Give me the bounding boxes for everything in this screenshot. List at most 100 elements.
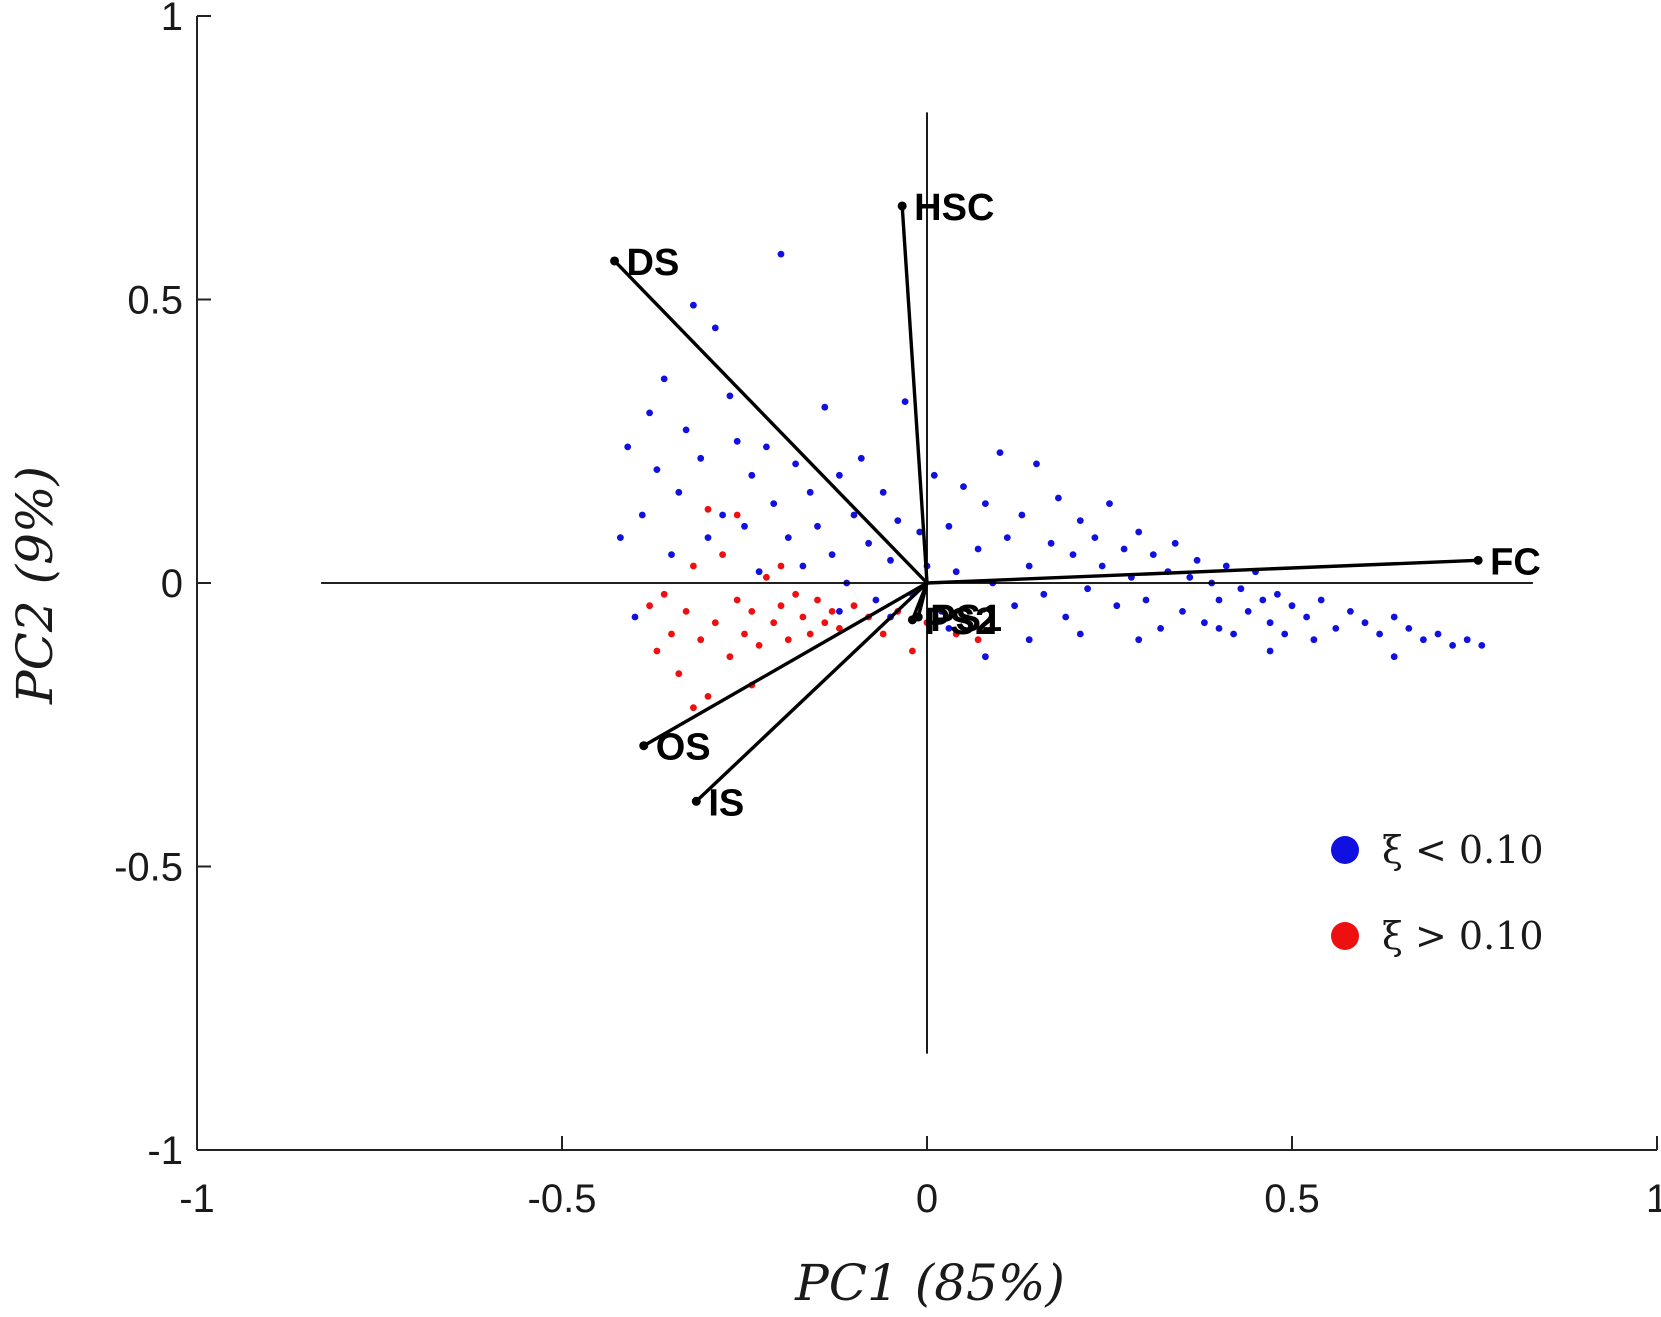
- scatter-point: [1222, 562, 1230, 570]
- scatter-point: [1055, 494, 1062, 502]
- x-tick-label: 0.5: [1264, 1177, 1320, 1221]
- scatter-point: [792, 460, 799, 468]
- loading-endpoint: [897, 201, 907, 211]
- x-tick-label: 0: [916, 1177, 938, 1221]
- scatter-point: [1361, 619, 1369, 627]
- scatter-point: [1376, 630, 1383, 638]
- scatter-point: [1025, 562, 1033, 570]
- scatter-point: [1310, 636, 1318, 644]
- scatter-point: [1186, 573, 1194, 581]
- scatter-point: [748, 608, 756, 615]
- scatter-points-layer: [617, 250, 1486, 712]
- scatter-point: [814, 596, 821, 604]
- scatter-point: [945, 522, 953, 530]
- loading-endpoint: [907, 615, 917, 625]
- scatter-point: [930, 471, 938, 479]
- scatter-point: [1215, 625, 1223, 632]
- scatter-point: [1062, 613, 1070, 621]
- scatter-point: [755, 642, 763, 649]
- x-tick-label: 1: [1646, 1177, 1661, 1221]
- x-tick-label: -0.5: [528, 1177, 597, 1221]
- loading-line: [910, 582, 929, 621]
- scatter-point: [1047, 539, 1055, 547]
- scatter-point: [1084, 585, 1091, 593]
- y-tick-label: 1: [161, 0, 183, 39]
- loading-label: IS: [708, 782, 744, 824]
- y-tick-label: -1: [147, 1129, 183, 1173]
- scatter-point: [1303, 613, 1310, 621]
- scatter-point: [704, 505, 712, 513]
- scatter-point: [1098, 562, 1106, 570]
- scatter-point: [660, 590, 668, 598]
- x-axis-title: PC1 (85%): [794, 1254, 1065, 1312]
- scatter-point: [828, 551, 836, 558]
- scatter-point: [719, 511, 726, 519]
- scatter-point: [784, 534, 792, 541]
- scatter-point: [909, 647, 916, 655]
- scatter-point: [1434, 630, 1442, 638]
- loading-endpoint: [639, 741, 649, 751]
- scatter-point: [1317, 596, 1325, 604]
- scatter-point: [1149, 551, 1157, 558]
- scatter-point: [1259, 596, 1267, 604]
- y-tick-label: 0.5: [127, 279, 183, 323]
- scatter-point: [1266, 619, 1274, 627]
- scatter-point: [690, 704, 697, 712]
- scatter-point: [1091, 534, 1099, 541]
- scatter-point: [1018, 511, 1026, 519]
- scatter-point: [1215, 596, 1223, 604]
- scatter-point: [1076, 630, 1084, 638]
- scatter-point: [887, 556, 894, 564]
- loading-label: FC: [1490, 541, 1541, 583]
- scatter-point: [653, 466, 661, 473]
- scatter-point: [1076, 517, 1084, 524]
- scatter-point: [763, 573, 770, 581]
- scatter-point: [982, 653, 989, 661]
- loading-label: PS2: [924, 601, 996, 643]
- scatter-point: [631, 613, 639, 621]
- scatter-point: [938, 608, 945, 615]
- scatter-point: [974, 545, 982, 553]
- scatter-point: [777, 562, 785, 570]
- y-tick-label: -0.5: [114, 846, 183, 890]
- scatter-point: [850, 511, 858, 519]
- loading-vector-fc: FC: [926, 541, 1541, 585]
- legend-label: ξ > 0.10: [1382, 914, 1544, 958]
- scatter-point: [624, 443, 632, 451]
- loading-vector-is: IS: [691, 581, 929, 824]
- scatter-point: [1033, 460, 1040, 468]
- scatter-point: [1106, 500, 1113, 507]
- loading-vector-ps2: PS2: [907, 582, 996, 643]
- scatter-point: [836, 625, 843, 632]
- scatter-point: [836, 471, 843, 479]
- scatter-point: [675, 670, 683, 678]
- loading-label: PS1: [930, 598, 1002, 640]
- scatter-point: [726, 392, 734, 400]
- scatter-point: [1332, 625, 1340, 632]
- scatter-point: [952, 630, 960, 638]
- scatter-point: [617, 534, 624, 541]
- loading-line: [926, 558, 1479, 585]
- legend-marker: [1331, 922, 1359, 950]
- scatter-point: [960, 483, 967, 490]
- scatter-point: [1230, 630, 1237, 638]
- axes: -1 -0.5 0 0.5 1 -1 -0.5 0 0.5 1: [114, 0, 1661, 1221]
- scatter-point: [1069, 551, 1077, 558]
- y-tick-label: 0: [161, 562, 183, 606]
- scatter-point: [836, 608, 843, 615]
- scatter-point: [777, 250, 785, 258]
- scatter-point: [733, 511, 741, 519]
- scatter-point: [697, 636, 705, 644]
- scatter-point: [967, 625, 975, 632]
- y-axis-title: PC2 (9%): [6, 466, 64, 705]
- scatter-point: [770, 619, 778, 627]
- x-tick-label: -1: [179, 1177, 215, 1221]
- loading-label: OS: [656, 727, 711, 769]
- scatter-point: [806, 488, 814, 496]
- legend: ξ < 0.10 ξ > 0.10: [1331, 828, 1544, 958]
- scatter-point: [799, 562, 807, 570]
- scatter-point: [894, 517, 902, 524]
- scatter-point: [690, 301, 697, 309]
